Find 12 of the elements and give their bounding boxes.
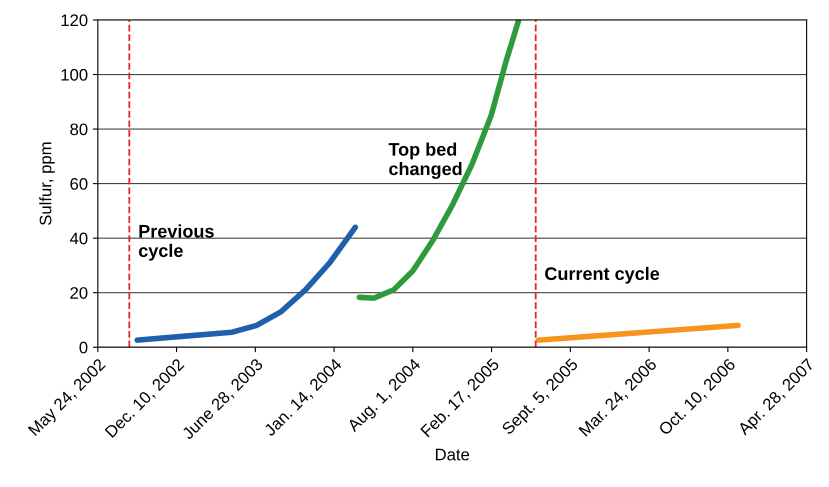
y-tick-label: 80 [70,123,88,136]
y-tick-label: 60 [70,178,88,190]
y-axis-title: Sulfur, ppm [39,142,55,225]
annotation: Top bed changed [388,142,462,179]
y-tick-label: 120 [62,14,88,26]
annotation: Previous cycle [138,224,214,261]
y-tick-label: 0 [79,342,88,354]
annotation: Current cycle [545,266,660,284]
x-axis-title: Date [436,448,470,460]
y-tick-label: 20 [70,287,88,299]
y-tick-label: 100 [62,68,88,81]
y-tick-label: 40 [70,232,88,244]
